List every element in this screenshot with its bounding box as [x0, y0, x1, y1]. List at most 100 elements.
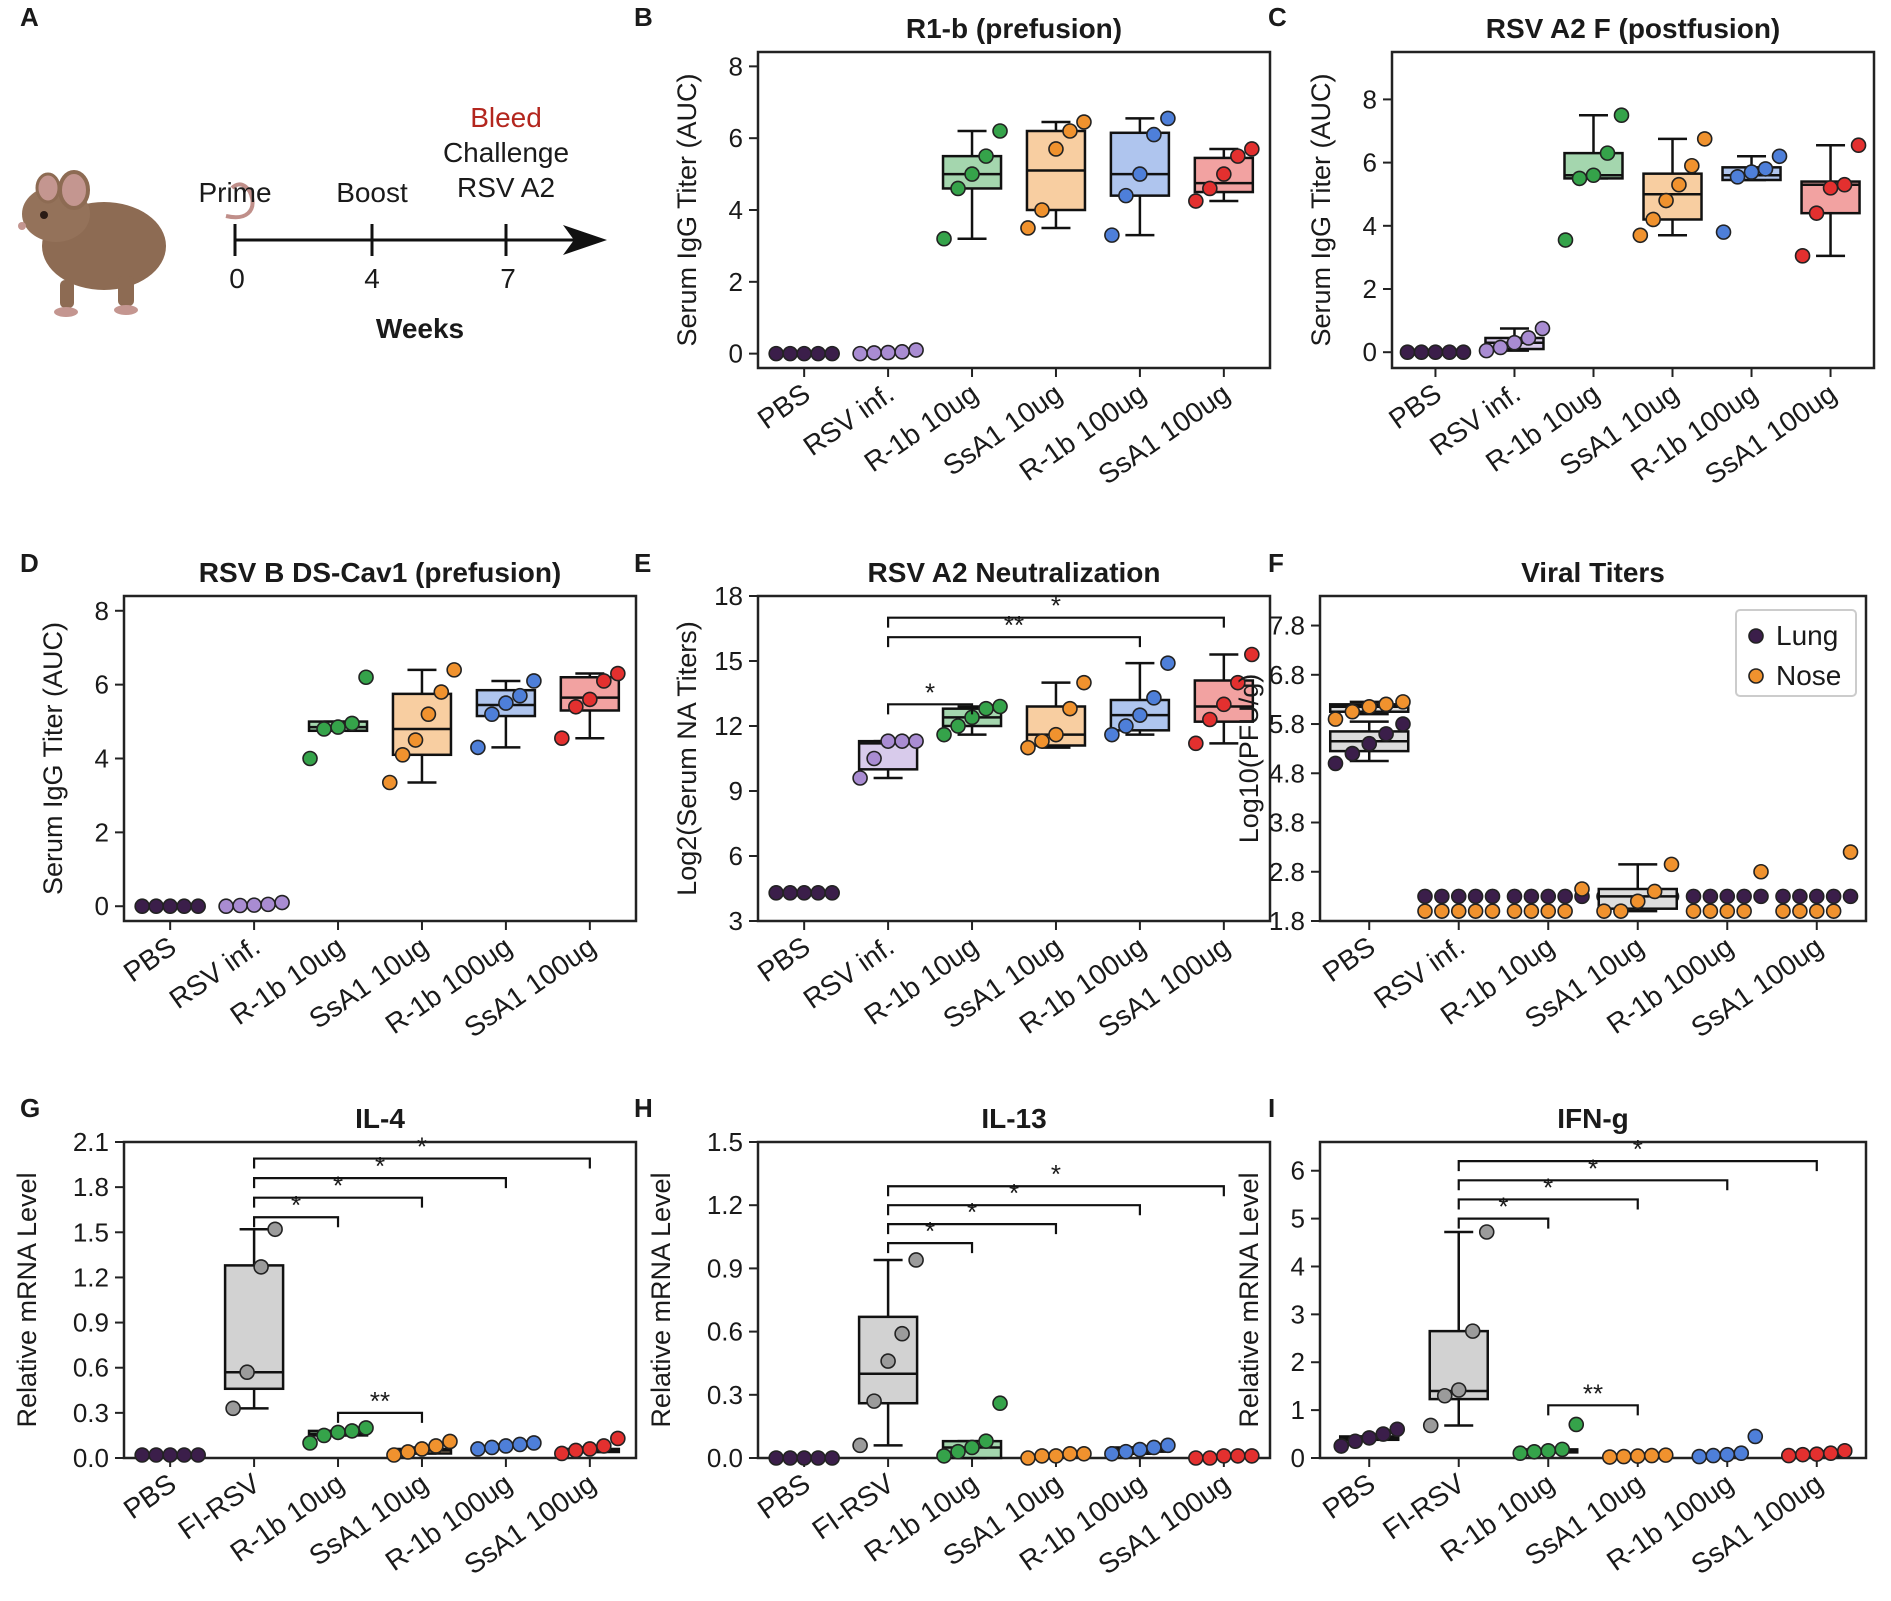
panel-h-point-ssa1-10ug [1076, 1445, 1092, 1462]
panel-e-sig-label: * [925, 677, 935, 707]
panel-b-box-r-1b-100ug [1109, 131, 1171, 197]
panel-b: R1-b (prefusion) 0 2 4 6 8 Serum IgG Titer (AU… [672, 13, 1272, 490]
panel-e-sig-label: * [1051, 591, 1061, 621]
panel-g-point-fi-rsv [239, 1364, 255, 1381]
panel-b-point-rsv-inf [894, 344, 910, 360]
panel-f-point-r-1b-10ug-lung [1557, 888, 1573, 905]
panel-d-point-r-1b-10ug [358, 669, 374, 686]
panel-b-frame [756, 50, 1272, 370]
panel-i-point-ssa1-100ug [1808, 1446, 1825, 1462]
panel-b-point-r-1b-100ug [1104, 227, 1120, 243]
panel-f-point-ssa1-100ug-nose [1825, 903, 1842, 919]
panel-e-title: RSV A2 Neutralization [867, 557, 1160, 588]
panel-f-point-pbs-nose [1361, 698, 1378, 715]
panel-d-point-r-1b-100ug [526, 673, 542, 689]
panel-i-ytick-label: 4 [1291, 1251, 1305, 1281]
panel-c-point-r-1b-100ug [1757, 161, 1774, 177]
panel-h-point-fi-rsv [880, 1353, 896, 1369]
panel-g-point-r-1b-10ug [316, 1427, 332, 1444]
panel-e-point-pbs [782, 885, 798, 901]
panel-c-point-r-1b-100ug [1715, 224, 1732, 240]
panel-c-ytick-label: 6 [1363, 148, 1377, 178]
panel-e-point-ssa1-10ug [1048, 726, 1064, 743]
panel-letter-f: F [1268, 548, 1284, 578]
panel-e-point-ssa1-10ug [1020, 739, 1036, 756]
panel-d-point-ssa1-100ug [554, 730, 570, 746]
panel-e-point-r-1b-100ug [1160, 655, 1176, 671]
panel-h-ytick-label: 0.3 [707, 1380, 743, 1410]
panel-letter-h: H [634, 1093, 653, 1123]
panel-c-frame [1390, 50, 1876, 370]
panel-f-point-rsv-inf-lung [1417, 888, 1433, 905]
panel-c-point-ssa1-10ug [1696, 131, 1713, 147]
panel-e-sig-label: ** [1004, 610, 1024, 640]
panel-g-sig-label: * [375, 1151, 385, 1181]
panel-b-ylabel: Serum IgG Titer (AUC) [672, 73, 702, 346]
panel-c-ytick-label: 2 [1363, 274, 1377, 304]
panel-b-point-rsv-inf [866, 345, 882, 361]
panel-i-ytick-label: 2 [1291, 1347, 1305, 1377]
panel-g-ytick-label: 1.2 [73, 1262, 109, 1292]
panel-f-point-r-1b-10ug-lung [1540, 888, 1557, 905]
panel-b-title: R1-b (prefusion) [906, 13, 1122, 44]
panel-g-point-ssa1-100ug [554, 1445, 570, 1462]
panel-g-point-pbs [162, 1447, 178, 1463]
panel-h-point-pbs [824, 1450, 840, 1466]
panel-e-point-r-1b-10ug [936, 726, 952, 743]
panel-h-point-ssa1-100ug [1230, 1448, 1246, 1464]
panel-i-sig-label: * [1498, 1192, 1508, 1222]
panel-b-ytick-label: 4 [729, 195, 743, 225]
panel-d-point-rsv-inf [260, 896, 276, 913]
panel-f-point-ssa1-100ug-lung [1775, 888, 1791, 905]
panel-f-point-r-1b-100ug-nose [1702, 903, 1719, 919]
panel-b-point-rsv-inf [908, 342, 924, 358]
panel-i-frame [1318, 1140, 1868, 1460]
panel-i-point-r-1b-100ug [1719, 1446, 1736, 1463]
panel-d-point-r-1b-10ug [316, 721, 332, 737]
panel-g-point-fi-rsv [267, 1221, 283, 1238]
panel-d-point-pbs [134, 898, 150, 915]
panel-h-point-r-1b-100ug [1132, 1441, 1148, 1458]
panel-d-xlabel-pbs: PBS [118, 931, 182, 989]
panel-d-ytick-label: 4 [95, 744, 109, 774]
panel-i-point-fi-rsv [1464, 1323, 1481, 1339]
panel-c-point-ssa1-10ug [1684, 157, 1700, 174]
panel-d-ytick-label: 6 [95, 670, 109, 700]
panel-g-sig-bracket [252, 1216, 340, 1228]
panel-g-point-fi-rsv [225, 1400, 241, 1417]
panel-f-point-r-1b-100ug-lung [1702, 888, 1719, 905]
panel-e-point-pbs [824, 885, 840, 901]
panel-e-point-r-1b-100ug [1146, 690, 1162, 706]
panel-g-sig-bracket [252, 1196, 424, 1208]
panel-g-xlabel-pbs: PBS [118, 1468, 182, 1526]
panel-i-point-ssa1-100ug [1780, 1447, 1797, 1464]
panel-h-xlabel-pbs: PBS [752, 1468, 816, 1526]
timeline-label-rsv-a2: RSV A2 [457, 172, 555, 203]
panel-h: IL-13 0.0 0.3 0.6 0.9 1.2 1.5 Relative mRNA Lev… [646, 1103, 1272, 1580]
panel-d-ytick-label: 8 [95, 596, 109, 626]
panel-c-point-rsv-inf [1492, 339, 1509, 356]
panel-g-ytick-label: 0.9 [73, 1308, 109, 1338]
panel-i-ytick-label: 3 [1291, 1299, 1305, 1329]
panel-g-sig-label: * [291, 1190, 301, 1220]
panel-f-point-pbs-nose [1344, 703, 1361, 720]
panel-b-point-rsv-inf [880, 344, 896, 361]
panel-e-point-ssa1-10ug [1076, 674, 1092, 691]
panel-c-point-r-1b-10ug [1613, 107, 1630, 123]
panel-g-sig-label: * [333, 1171, 343, 1201]
timeline-week-4: 4 [364, 263, 380, 294]
panel-f-point-r-1b-100ug-lung [1719, 888, 1736, 905]
panel-h-point-pbs [768, 1450, 784, 1466]
panel-h-ylabel: Relative mRNA Level [646, 1172, 676, 1427]
panel-g-sig-bracket [252, 1177, 508, 1189]
panel-f-point-r-1b-100ug-nose [1736, 903, 1752, 919]
panel-d-point-pbs [190, 898, 206, 915]
panel-h-ytick-label: 1.2 [707, 1190, 743, 1220]
panel-b-point-pbs [782, 345, 798, 362]
panel-b-point-r-1b-10ug [936, 230, 952, 247]
panel-h-sig-bracket [886, 1242, 974, 1254]
panel-c-point-rsv-inf [1534, 320, 1551, 337]
panel-letter-c: C [1268, 2, 1287, 32]
panel-d-point-ssa1-10ug [394, 747, 411, 763]
panel-h-ytick-label: 0.9 [707, 1253, 743, 1283]
